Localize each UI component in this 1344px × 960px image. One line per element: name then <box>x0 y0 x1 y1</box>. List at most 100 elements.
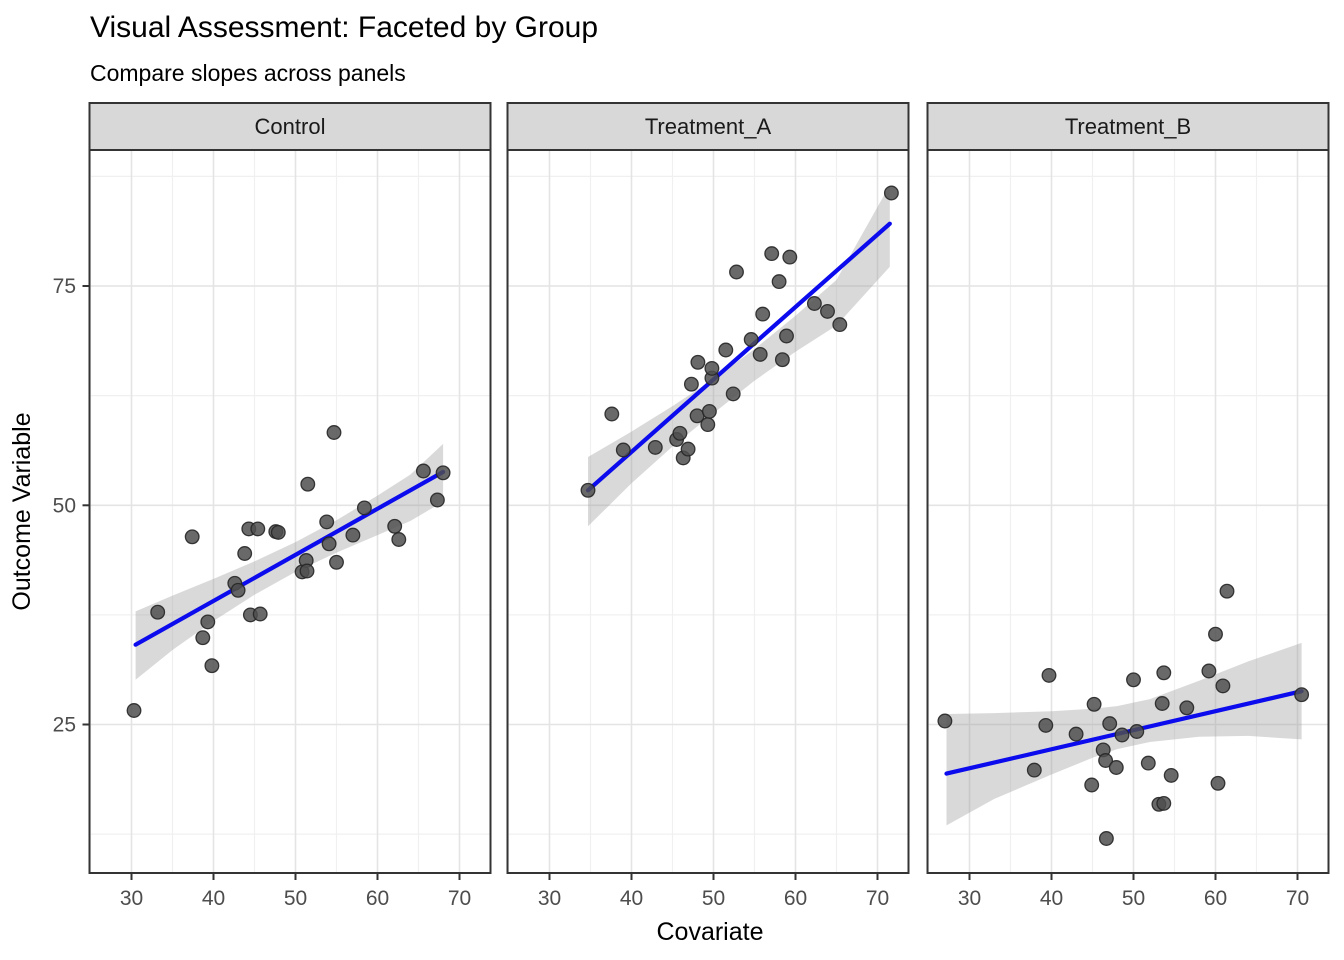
data-point <box>771 274 787 290</box>
panel-background <box>927 150 1329 873</box>
data-point <box>779 328 794 344</box>
trend-line <box>133 469 446 647</box>
data-point <box>387 518 403 534</box>
data-point <box>204 658 220 674</box>
y-tick-label: 25 <box>53 714 76 737</box>
data-point <box>326 425 342 440</box>
x-tick-label: 30 <box>958 887 981 910</box>
panel-background <box>507 150 909 873</box>
y-axis-title: Outcome Variable <box>8 412 36 610</box>
x-tick-label: 70 <box>1286 887 1309 910</box>
facet-panel: Treatment_A 30 40 50 60 70 <box>506 102 910 910</box>
data-point <box>1208 626 1223 642</box>
data-point <box>1201 663 1217 679</box>
x-axis-title: Covariate <box>657 918 764 946</box>
data-point <box>806 296 822 311</box>
data-point <box>1126 672 1141 688</box>
data-point <box>356 500 372 516</box>
data-point <box>937 713 953 729</box>
panel-background <box>89 150 491 873</box>
data-point <box>672 425 688 441</box>
data-point <box>1215 678 1231 694</box>
data-point <box>345 527 361 543</box>
x-tick-label: 60 <box>366 887 389 910</box>
data-point <box>743 332 759 347</box>
data-point <box>300 476 316 492</box>
data-point <box>195 630 211 646</box>
data-point <box>126 703 142 718</box>
data-point <box>1156 795 1172 811</box>
data-point <box>725 386 741 402</box>
data-point <box>1041 667 1057 683</box>
data-point <box>391 532 407 547</box>
data-point <box>1068 726 1084 742</box>
data-point <box>1098 831 1114 846</box>
facet-panel: Treatment_B 30 40 50 60 70 <box>926 102 1330 910</box>
facet-strip-label: Treatment_A <box>645 114 772 139</box>
chart-subtitle: Compare slopes across panels <box>90 60 406 86</box>
data-point <box>755 306 771 322</box>
data-point <box>604 406 620 422</box>
facet-strip <box>926 102 1330 151</box>
data-point <box>1179 700 1195 716</box>
data-point <box>1163 767 1179 783</box>
data-point <box>615 442 631 458</box>
data-point <box>237 546 253 561</box>
facet-panel: Control 30 40 50 60 70 <box>88 102 492 910</box>
y-tick-label: 50 <box>53 494 76 517</box>
data-point <box>883 185 899 201</box>
data-point <box>1038 717 1054 733</box>
data-point <box>647 439 663 455</box>
data-point <box>704 360 720 376</box>
data-point <box>718 342 734 358</box>
data-point <box>1086 696 1102 712</box>
trend-line <box>585 221 892 493</box>
data-point <box>1294 687 1310 703</box>
x-tick-label: 40 <box>620 887 643 910</box>
x-tick-label: 60 <box>784 887 807 910</box>
data-point <box>1084 777 1100 793</box>
data-point <box>764 246 780 262</box>
data-point <box>1098 753 1114 768</box>
data-point <box>683 376 699 392</box>
data-point <box>230 582 246 598</box>
data-point <box>415 463 431 479</box>
data-point <box>1102 716 1118 732</box>
facet-strip-label: Control <box>255 114 326 139</box>
data-point <box>820 303 835 319</box>
data-point <box>184 529 200 545</box>
data-point <box>321 536 337 552</box>
x-tick-label: 70 <box>866 887 889 910</box>
data-point <box>1210 775 1226 791</box>
data-point <box>200 614 216 630</box>
data-point <box>250 521 266 537</box>
data-point <box>729 264 744 280</box>
data-point <box>580 482 596 498</box>
data-point <box>774 352 790 368</box>
data-point <box>1156 665 1172 681</box>
data-point <box>782 249 798 265</box>
data-point <box>270 524 286 540</box>
data-point <box>429 492 445 508</box>
data-point <box>299 563 315 579</box>
data-point <box>1114 727 1130 743</box>
x-tick-label: 60 <box>1204 887 1227 910</box>
x-tick-label: 50 <box>284 887 307 910</box>
data-point <box>1154 696 1170 711</box>
data-point <box>832 317 848 333</box>
data-point <box>150 604 166 620</box>
x-tick-label: 30 <box>120 887 143 910</box>
data-point <box>690 354 706 370</box>
x-tick-label: 40 <box>202 887 225 910</box>
data-point <box>435 465 451 481</box>
data-point <box>680 441 696 457</box>
data-point <box>700 417 716 433</box>
facet-strip-label: Treatment_B <box>1065 114 1191 139</box>
data-point <box>252 606 268 622</box>
data-point <box>1108 760 1124 775</box>
data-point <box>752 346 768 362</box>
facet-strip <box>88 102 492 151</box>
data-point <box>329 554 344 570</box>
